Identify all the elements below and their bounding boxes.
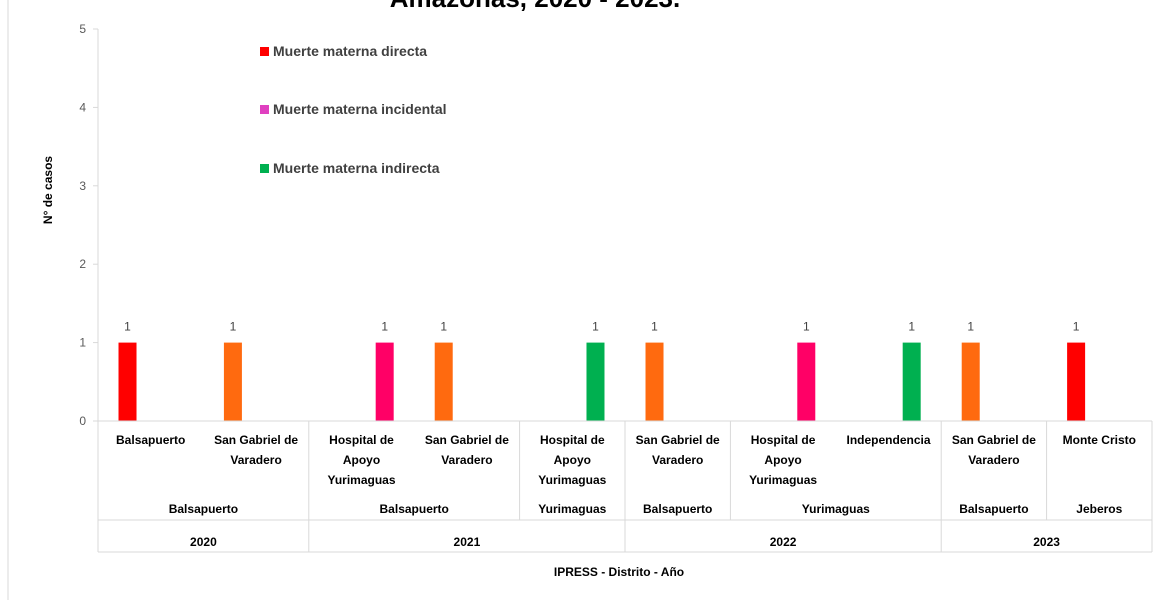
data-label: 1 bbox=[803, 320, 810, 334]
bar bbox=[375, 342, 394, 421]
year-label: 2020 bbox=[190, 535, 217, 549]
category-label: Yurimaguas bbox=[538, 473, 606, 487]
y-tick-label: 1 bbox=[79, 336, 86, 350]
y-tick-label: 4 bbox=[79, 100, 86, 114]
category-label: Hospital de bbox=[751, 433, 816, 447]
y-tick-label: 2 bbox=[79, 257, 86, 271]
bar bbox=[434, 342, 453, 421]
category-label: San Gabriel de bbox=[214, 433, 298, 447]
y-tick-label: 5 bbox=[79, 22, 86, 36]
bar bbox=[902, 342, 921, 421]
bar bbox=[1067, 342, 1086, 421]
year-label: 2021 bbox=[454, 535, 481, 549]
district-label: Balsapuerto bbox=[380, 502, 449, 516]
data-label: 1 bbox=[908, 320, 915, 334]
legend: Muerte materna directa Muerte materna inc… bbox=[260, 43, 447, 176]
category-label: Apoyo bbox=[764, 453, 801, 467]
district-label: Balsapuerto bbox=[643, 502, 712, 516]
district-label: Jeberos bbox=[1076, 502, 1122, 516]
category-label: Balsapuerto bbox=[116, 433, 185, 447]
y-tick-label: 0 bbox=[79, 414, 86, 428]
category-label: San Gabriel de bbox=[636, 433, 720, 447]
district-label: Balsapuerto bbox=[959, 502, 1028, 516]
legend-swatch bbox=[260, 47, 269, 56]
legend-swatch bbox=[260, 164, 269, 173]
category-label: Varadero bbox=[230, 453, 281, 467]
category-label: Yurimaguas bbox=[327, 473, 395, 487]
data-label: 1 bbox=[440, 320, 447, 334]
district-label: Yurimaguas bbox=[538, 502, 606, 516]
legend-swatch bbox=[260, 105, 269, 114]
bar bbox=[797, 342, 816, 421]
data-label: 1 bbox=[592, 320, 599, 334]
district-label: Balsapuerto bbox=[169, 502, 238, 516]
category-label: Monte Cristo bbox=[1063, 433, 1136, 447]
data-label: 1 bbox=[381, 320, 388, 334]
bar bbox=[118, 342, 137, 421]
legend-label: Muerte materna incidental bbox=[273, 101, 447, 117]
category-label: Varadero bbox=[652, 453, 703, 467]
year-label: 2023 bbox=[1033, 535, 1060, 549]
y-tick-label: 3 bbox=[79, 179, 86, 193]
category-label: Hospital de bbox=[540, 433, 605, 447]
data-label: 1 bbox=[1073, 320, 1080, 334]
y-axis: 0 1 2 3 4 5 bbox=[79, 22, 99, 428]
year-label: 2022 bbox=[770, 535, 797, 549]
category-label: Varadero bbox=[441, 453, 492, 467]
data-labels: 1 1 1 1 1 1 1 1 1 1 bbox=[124, 320, 1080, 334]
data-label: 1 bbox=[124, 320, 131, 334]
bar bbox=[645, 342, 664, 421]
category-label: San Gabriel de bbox=[425, 433, 509, 447]
data-label: 1 bbox=[651, 320, 658, 334]
district-label: Yurimaguas bbox=[802, 502, 870, 516]
legend-label: Muerte materna indirecta bbox=[273, 160, 440, 176]
category-label: Varadero bbox=[968, 453, 1019, 467]
category-label: Independencia bbox=[846, 433, 930, 447]
y-axis-title: N° de casos bbox=[41, 156, 55, 224]
category-label: San Gabriel de bbox=[952, 433, 1036, 447]
data-label: 1 bbox=[967, 320, 974, 334]
bar bbox=[223, 342, 242, 421]
bars bbox=[118, 342, 1086, 421]
data-label: 1 bbox=[230, 320, 237, 334]
x-axis-title: IPRESS - Distrito - Año bbox=[554, 565, 684, 579]
x-axis: Balsapuerto San Gabriel de Varadero Hospita… bbox=[97, 420, 1153, 553]
chart-title: Amazonas, 2020 - 2023. bbox=[390, 0, 681, 13]
category-label: Hospital de bbox=[329, 433, 394, 447]
category-label: Apoyo bbox=[554, 453, 591, 467]
category-label: Yurimaguas bbox=[749, 473, 817, 487]
legend-label: Muerte materna directa bbox=[273, 43, 427, 59]
bar bbox=[586, 342, 605, 421]
category-label: Apoyo bbox=[343, 453, 380, 467]
bar bbox=[961, 342, 980, 421]
